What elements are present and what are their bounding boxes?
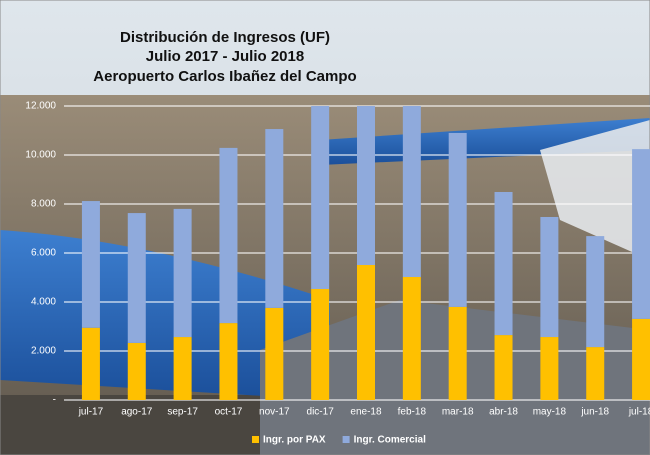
- bar-segment: [449, 133, 467, 307]
- x-tick-label: abr-18: [489, 407, 518, 418]
- x-tick-label: mar-18: [442, 407, 474, 418]
- x-tick-label: nov-17: [259, 407, 290, 418]
- bar-segment: [495, 192, 513, 335]
- x-tick-label: ene-18: [350, 407, 382, 418]
- bar-segment: [219, 323, 237, 400]
- bar-segment: [128, 213, 146, 343]
- bar-segment: [632, 319, 650, 400]
- bar-segment: [586, 236, 604, 347]
- bar-segment: [357, 106, 375, 265]
- x-tick-label: dic-17: [307, 407, 335, 418]
- bar-segment: [632, 149, 650, 319]
- y-tick-label: -: [53, 395, 56, 406]
- y-tick-label: 12.000: [25, 101, 56, 112]
- x-tick-label: ago-17: [121, 407, 153, 418]
- y-tick-label: 2.000: [31, 346, 56, 357]
- bar-segment: [174, 209, 192, 337]
- bar-segment: [495, 335, 513, 400]
- bar-segment: [82, 201, 100, 328]
- legend-swatch: [252, 436, 259, 443]
- chart-title: Julio 2017 - Julio 2018: [146, 48, 304, 65]
- y-tick-label: 10.000: [25, 150, 56, 161]
- bar-segment: [357, 265, 375, 400]
- bar-segment: [174, 337, 192, 400]
- x-tick-label: jun-18: [580, 407, 609, 418]
- bar-segment: [265, 308, 283, 400]
- bar-segment: [403, 106, 421, 277]
- x-tick-label: jul-18: [628, 407, 650, 418]
- bar-segment: [586, 347, 604, 400]
- legend-swatch: [343, 436, 350, 443]
- legend-label: Ingr. por PAX: [263, 435, 326, 446]
- x-tick-label: may-18: [533, 407, 567, 418]
- x-tick-label: feb-18: [398, 407, 427, 418]
- x-tick-label: jul-17: [78, 407, 104, 418]
- bar-segment: [403, 277, 421, 400]
- bar-segment: [540, 217, 558, 337]
- bar-segment: [219, 148, 237, 323]
- chart-title: Aeropuerto Carlos Ibañez del Campo: [93, 68, 356, 85]
- bar-segment: [82, 328, 100, 400]
- bar-segment: [265, 129, 283, 308]
- y-tick-label: 4.000: [31, 297, 56, 308]
- bar-segment: [311, 289, 329, 400]
- bar-segment: [311, 106, 329, 289]
- legend-label: Ingr. Comercial: [354, 435, 426, 446]
- y-tick-label: 8.000: [31, 199, 56, 210]
- chart-title: Distribución de Ingresos (UF): [120, 29, 330, 46]
- bar-segment: [540, 337, 558, 400]
- chart: Distribución de Ingresos (UF) Julio 2017…: [0, 0, 650, 455]
- x-tick-label: oct-17: [215, 407, 243, 418]
- bar-segment: [128, 343, 146, 400]
- bar-segment: [449, 307, 467, 400]
- y-tick-label: 6.000: [31, 248, 56, 259]
- x-tick-label: sep-17: [167, 407, 198, 418]
